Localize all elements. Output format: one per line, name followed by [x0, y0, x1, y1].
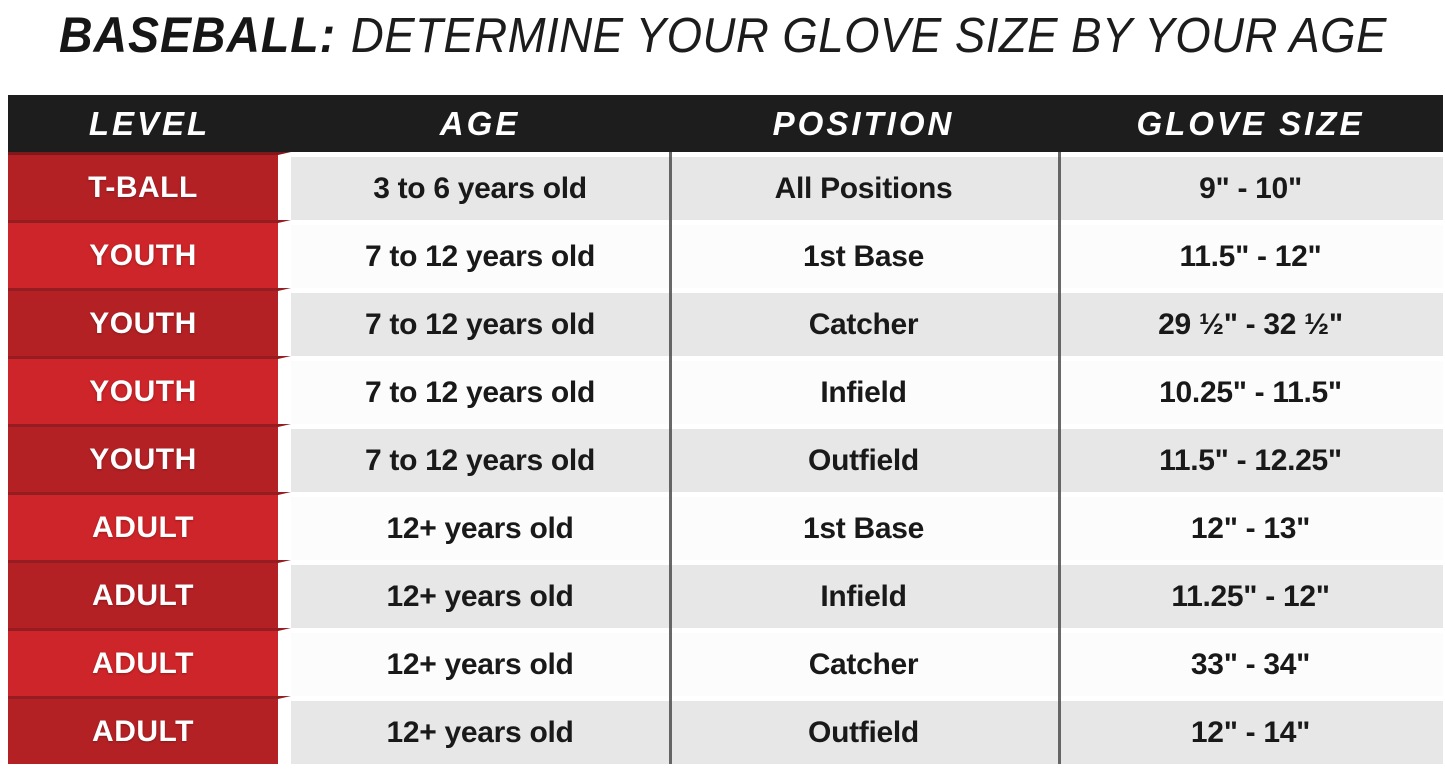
table-row: YOUTH 7 to 12 years old 1st Base 11.5" - 12… — [8, 220, 1443, 288]
title-sport-label: BASEBALL: — [58, 7, 336, 63]
cell-age: 7 to 12 years old — [291, 288, 669, 356]
cell-age: 12+ years old — [291, 560, 669, 628]
cell-position: Outfield — [669, 696, 1058, 764]
cell-position: Infield — [669, 560, 1058, 628]
cell-glove-size: 11.25" - 12" — [1058, 560, 1443, 628]
cell-glove-size: 33" - 34" — [1058, 628, 1443, 696]
col-header-level: LEVEL — [8, 95, 291, 152]
cell-position: Catcher — [669, 628, 1058, 696]
cell-age: 7 to 12 years old — [291, 424, 669, 492]
cell-level: YOUTH — [8, 424, 291, 492]
cell-level: YOUTH — [8, 288, 291, 356]
page-title: BASEBALL: DETERMINE YOUR GLOVE SIZE BY Y… — [0, 0, 1445, 95]
cell-age: 12+ years old — [291, 696, 669, 764]
table-row: YOUTH 7 to 12 years old Outfield 11.5" - 12… — [8, 424, 1443, 492]
cell-glove-size: 12" - 13" — [1058, 492, 1443, 560]
cell-level: T-BALL — [8, 152, 291, 220]
table-row: ADULT 12+ years old Infield 11.25" - 12" — [8, 560, 1443, 628]
cell-level: YOUTH — [8, 356, 291, 424]
cell-level: YOUTH — [8, 220, 291, 288]
cell-position: All Positions — [669, 152, 1058, 220]
table-row: T-BALL 3 to 6 years old All Positions 9" - … — [8, 152, 1443, 220]
col-header-position: POSITION — [669, 95, 1058, 152]
cell-glove-size: 11.5" - 12" — [1058, 220, 1443, 288]
cell-age: 12+ years old — [291, 492, 669, 560]
cell-glove-size: 11.5" - 12.25" — [1058, 424, 1443, 492]
glove-size-table: LEVEL AGE POSITION GLOVE SIZE T-BALL 3 to… — [8, 95, 1443, 764]
cell-level: ADULT — [8, 492, 291, 560]
cell-position: 1st Base — [669, 492, 1058, 560]
cell-position: Catcher — [669, 288, 1058, 356]
col-header-glove-size: GLOVE SIZE — [1058, 95, 1443, 152]
table-row: YOUTH 7 to 12 years old Catcher 29 ½" - 32 … — [8, 288, 1443, 356]
cell-age: 3 to 6 years old — [291, 152, 669, 220]
cell-level: ADULT — [8, 696, 291, 764]
cell-position: 1st Base — [669, 220, 1058, 288]
table-row: ADULT 12+ years old Outfield 12" - 14" — [8, 696, 1443, 764]
cell-level: ADULT — [8, 560, 291, 628]
cell-age: 7 to 12 years old — [291, 356, 669, 424]
table-header-row: LEVEL AGE POSITION GLOVE SIZE — [8, 95, 1443, 152]
col-header-age: AGE — [291, 95, 669, 152]
title-subtitle: DETERMINE YOUR GLOVE SIZE BY YOUR AGE — [350, 9, 1387, 63]
cell-level: ADULT — [8, 628, 291, 696]
table-row: YOUTH 7 to 12 years old Infield 10.25" - 11… — [8, 356, 1443, 424]
glove-table-body: T-BALL 3 to 6 years old All Positions 9" - … — [8, 152, 1443, 764]
cell-position: Infield — [669, 356, 1058, 424]
page-title-text: BASEBALL: DETERMINE YOUR GLOVE SIZE BY Y… — [59, 6, 1387, 64]
cell-glove-size: 29 ½" - 32 ½" — [1058, 288, 1443, 356]
cell-age: 7 to 12 years old — [291, 220, 669, 288]
cell-glove-size: 10.25" - 11.5" — [1058, 356, 1443, 424]
glove-size-chart: LEVEL AGE POSITION GLOVE SIZE T-BALL 3 to… — [8, 95, 1443, 764]
cell-position: Outfield — [669, 424, 1058, 492]
table-row: ADULT 12+ years old Catcher 33" - 34" — [8, 628, 1443, 696]
cell-glove-size: 12" - 14" — [1058, 696, 1443, 764]
table-row: ADULT 12+ years old 1st Base 12" - 13" — [8, 492, 1443, 560]
cell-glove-size: 9" - 10" — [1058, 152, 1443, 220]
cell-age: 12+ years old — [291, 628, 669, 696]
